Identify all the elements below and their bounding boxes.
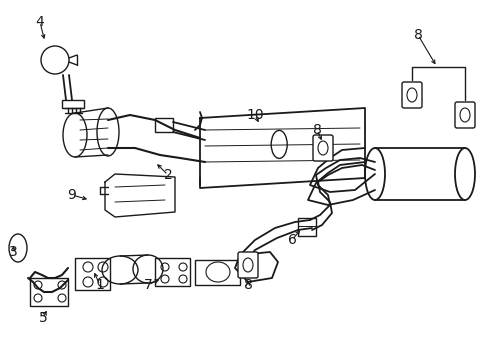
Text: 8: 8	[243, 278, 252, 292]
Text: 9: 9	[67, 188, 76, 202]
Bar	[155, 118, 173, 132]
FancyBboxPatch shape	[238, 252, 258, 278]
Bar	[155, 258, 190, 286]
Bar	[62, 100, 84, 108]
Bar	[75, 258, 110, 290]
Bar	[30, 278, 68, 306]
Text: 5: 5	[39, 311, 47, 325]
Text: 8: 8	[312, 123, 321, 137]
Text: 10: 10	[245, 108, 263, 122]
Bar	[297, 218, 315, 236]
Text: 1: 1	[95, 278, 104, 292]
Text: 3: 3	[9, 245, 18, 259]
Bar	[195, 260, 240, 285]
FancyBboxPatch shape	[401, 82, 421, 108]
Text: 7: 7	[143, 278, 152, 292]
Text: 8: 8	[413, 28, 422, 42]
Text: 4: 4	[36, 15, 44, 29]
Text: 6: 6	[287, 233, 296, 247]
FancyBboxPatch shape	[312, 135, 332, 161]
FancyBboxPatch shape	[454, 102, 474, 128]
Text: 2: 2	[163, 168, 172, 182]
